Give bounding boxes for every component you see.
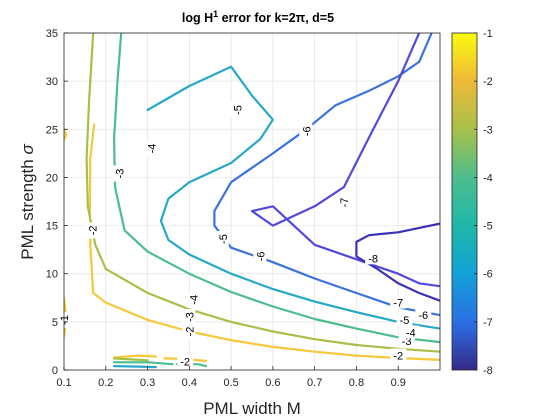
- chart-title: log H1 error for k=2π, d=5: [182, 9, 334, 25]
- contour-label: -4: [402, 325, 419, 339]
- contour-label: -4: [144, 140, 159, 157]
- contour-line-level-5: [113, 365, 157, 369]
- contour-label: -8: [365, 251, 382, 265]
- svg-text:-6: -6: [301, 126, 313, 136]
- colorbar-tick-label: -4: [483, 172, 493, 184]
- contour-label: -6: [253, 248, 267, 265]
- svg-text:-5: -5: [232, 105, 244, 115]
- svg-text:-4: -4: [147, 144, 159, 154]
- x-tick-label: 0.4: [182, 377, 197, 389]
- svg-text:-2: -2: [184, 327, 196, 337]
- contour-label: -2: [390, 348, 407, 363]
- x-tick-label: 0.1: [56, 377, 71, 389]
- x-tick-label: 0.2: [98, 377, 113, 389]
- svg-text:-2: -2: [180, 356, 190, 368]
- contour-label: -7: [390, 295, 407, 310]
- colorbar-ticks: -1 -2 -3 -4 -5 -6 -7 -8: [474, 28, 493, 377]
- contour-label: -3: [182, 309, 196, 326]
- x-tick-label: 0.8: [349, 377, 364, 389]
- contour-label: -1: [57, 311, 71, 328]
- svg-text:-3: -3: [115, 169, 127, 179]
- colorbar: [451, 32, 478, 371]
- x-tick-label: 0.6: [265, 377, 280, 389]
- plot-background: [64, 33, 440, 370]
- contour-label: -3: [112, 165, 127, 182]
- x-tick-label: 0.7: [307, 377, 322, 389]
- colorbar-tick-label: -1: [483, 28, 493, 40]
- contour-line-level-3: [85, 33, 440, 353]
- colorbar-tick-label: -7: [483, 317, 493, 329]
- contour-label: -5: [396, 312, 413, 327]
- contour-line-level-5: [146, 65, 440, 330]
- svg-text:-6: -6: [255, 251, 267, 261]
- svg-text:-7: -7: [339, 198, 351, 208]
- contour-line-level-2: [64, 128, 68, 141]
- contour-line-level-3: [113, 357, 149, 362]
- contour-label: -6: [299, 123, 313, 140]
- y-tick-label: 20: [46, 172, 58, 184]
- svg-text:-5: -5: [400, 315, 410, 327]
- svg-text:-1: -1: [59, 315, 71, 325]
- contour-label: -7: [336, 194, 351, 211]
- contour-label: -2: [182, 323, 196, 340]
- x-tick-label: 0.5: [223, 377, 238, 389]
- colorbar-tick-label: -3: [483, 124, 493, 136]
- y-tick-label: 30: [46, 76, 58, 88]
- svg-text:-6: -6: [418, 310, 428, 322]
- svg-text:-7: -7: [393, 298, 403, 310]
- contour-label: -2: [177, 354, 194, 368]
- svg-text:-4: -4: [406, 327, 416, 339]
- x-axis-ticks: 0.1 0.2 0.3 0.4 0.5 0.6 0.7 0.8 0.9: [56, 366, 406, 389]
- contour-line-level-8: [355, 222, 440, 302]
- contour-label: -6: [415, 308, 432, 322]
- contour-line-level-7: [250, 33, 440, 288]
- colorbar-tick-label: -8: [483, 365, 493, 377]
- y-tick-label: 0: [52, 365, 58, 377]
- y-tick-label: 5: [52, 317, 58, 329]
- colorbar-tick-label: -2: [483, 76, 493, 88]
- x-tick-label: 0.3: [140, 377, 155, 389]
- svg-text:-3: -3: [184, 312, 196, 322]
- contour-label: -4: [186, 291, 201, 308]
- x-tick-label: 0.9: [391, 377, 406, 389]
- svg-text:-2: -2: [393, 351, 403, 363]
- contour-labels: -2-1-2-2-2-3-3-3-4-4-4-5-5-5-6-6-6-7-7-8: [57, 102, 432, 368]
- svg-text:-3: -3: [402, 336, 412, 348]
- contour-label: -5: [230, 102, 244, 119]
- y-axis-label: PML strength σ: [18, 144, 37, 260]
- contour-line-level-4: [113, 33, 440, 344]
- contour-label: -2: [85, 222, 99, 239]
- contour-line-level-6: [213, 33, 440, 317]
- y-tick-label: 10: [46, 269, 58, 281]
- y-axis-ticks: 0 5 10 15 20 25 30 35: [46, 28, 68, 377]
- contour-line-level-4: [113, 361, 174, 366]
- x-axis-label: PML width M: [203, 399, 301, 418]
- plot-frame: [63, 32, 441, 371]
- contour-label: -5: [215, 231, 230, 248]
- svg-text:-8: -8: [368, 253, 378, 265]
- svg-text:-5: -5: [218, 234, 230, 244]
- y-tick-label: 25: [46, 124, 58, 136]
- colorbar-tick-label: -5: [483, 221, 493, 233]
- svg-text:-2: -2: [87, 225, 99, 235]
- svg-text:-4: -4: [189, 295, 201, 305]
- colorbar-tick-label: -6: [483, 269, 493, 281]
- y-tick-label: 35: [46, 28, 58, 40]
- contour-line-level-2: [113, 354, 157, 359]
- y-tick-label: 15: [46, 221, 58, 233]
